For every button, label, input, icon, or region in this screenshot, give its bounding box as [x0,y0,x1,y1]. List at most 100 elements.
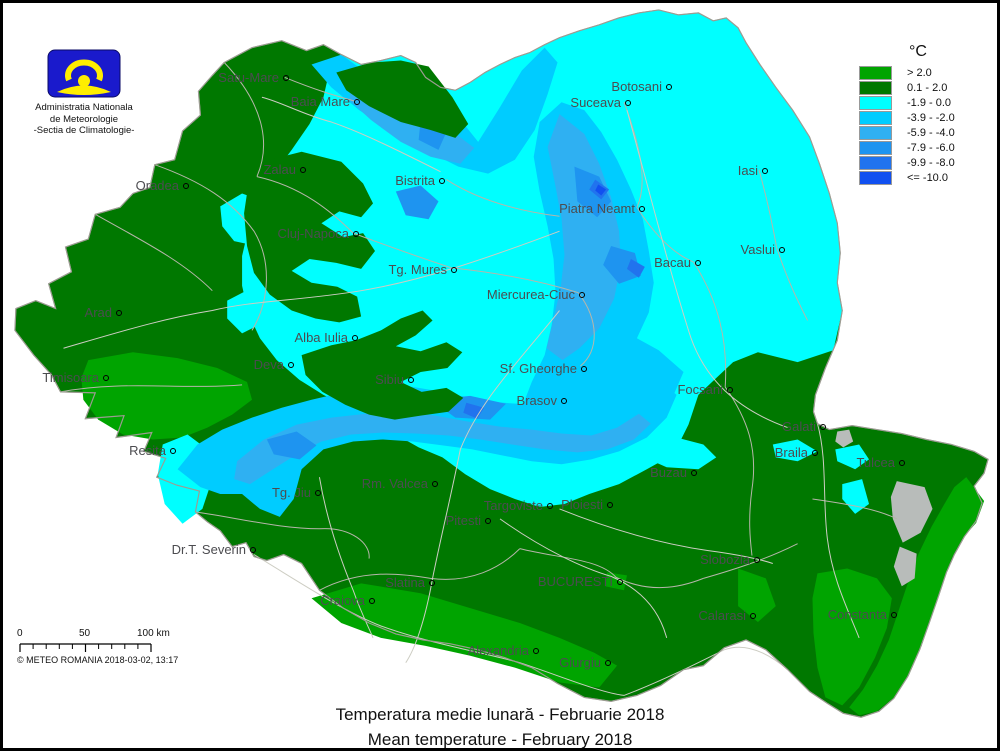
city-label: Focsani [677,382,723,397]
legend-row: -5.9 - -4.0 [859,125,955,140]
city-label: Vaslui [740,242,775,257]
city-marker-dot [408,377,414,383]
scale-tick-label-0: 0 [17,628,23,639]
city-marker-dot [727,387,733,393]
city-label: Sibiu [375,372,404,387]
city-marker-dot [283,75,289,81]
legend-unit-label: °C [909,43,927,60]
city-label: Alba Iulia [294,330,348,345]
legend-range-label: -3.9 - -2.0 [907,111,955,124]
city-marker-dot [581,366,587,372]
city-label: Pitesti [445,513,481,528]
city-marker-dot [288,362,294,368]
city-marker-dot [315,490,321,496]
city-marker-dot [605,660,611,666]
org-name-line3: -Sectia de Climatologie- [33,125,135,136]
city-label: Calarasi [698,608,746,623]
city-marker-dot [625,100,631,106]
city-label: Galati [782,419,816,434]
region-mountain-ridges [244,60,469,420]
legend-items: > 2.0 0.1 - 2.0 -1.9 - 0.0 -3.9 - -2.0 -5.9 … [859,65,955,185]
region-below-minus10c [595,184,607,196]
meteo-romania-logo-icon [47,49,121,98]
city-marker-dot [899,460,905,466]
city-label: Giurgiu [559,655,601,670]
city-marker-dot [812,450,818,456]
city-marker-dot [300,167,306,173]
legend-swatch [859,155,892,170]
legend-row: -1.9 - 0.0 [859,95,955,110]
legend-swatch [859,80,892,95]
city-label: Timisoara [42,370,99,385]
temperature-legend: °C > 2.0 0.1 - 2.0 -1.9 - 0.0 -3.9 - -2.0 -5… [859,43,955,185]
legend-swatch [859,95,892,110]
city-label: Constanta [827,607,887,622]
city-label: Ploiesti [561,497,603,512]
legend-swatch [859,125,892,140]
city-label: Arad [84,305,112,320]
city-marker-dot [352,335,358,341]
city-marker-dot [183,183,189,189]
city-label: Piatra Neamt [559,201,635,216]
city-marker-dot [750,613,756,619]
city-marker-dot [170,448,176,454]
city-label: Targoviste [483,498,543,513]
city-label: Slobozia [700,552,750,567]
legend-range-label: -1.9 - 0.0 [907,96,952,109]
city-marker-dot [451,267,457,273]
city-marker-dot [762,168,768,174]
city-marker-dot [691,470,697,476]
city-marker-dot [250,547,256,553]
map-title-ro: Temperatura medie lunară - Februarie 201… [335,705,665,724]
city-label: Alexandria [467,643,529,658]
romania-temperature-map [14,9,989,718]
legend-swatch [859,110,892,125]
city-label: Tg. Mures [388,262,447,277]
city-marker-dot [607,502,613,508]
county-boundaries [60,62,898,591]
legend-row: > 2.0 [859,65,955,80]
scale-tick-label-50: 50 [79,628,91,639]
city-marker-dot [369,598,375,604]
city-marker-dot [533,648,539,654]
city-label: Tulcea [856,455,895,470]
city-label: Buzau [650,465,687,480]
city-label: Iasi [737,163,758,178]
map-title-en: Mean temperature - February 2018 [367,730,633,749]
legend-swatch [859,65,892,80]
copyright-text: © METEO ROMANIA 2018-03-02, 13:17 [17,655,179,665]
legend-row: <= -10.0 [859,170,955,185]
city-marker-dot [779,247,785,253]
scale-bar-labels: 0 50 100 km [17,628,197,641]
city-label: Braila [774,445,808,460]
city-label: Suceava [570,95,621,110]
city-marker-dot [561,398,567,404]
scale-bar-ruler [19,643,152,652]
city-marker-dot [439,178,445,184]
legend-range-label: 0.1 - 2.0 [907,81,948,94]
legend-range-label: -7.9 - -6.0 [907,141,955,154]
city-marker-dot [579,292,585,298]
city-label: Dr.T. Severin [171,542,246,557]
city-label: Tg. Jiu [271,485,311,500]
org-name-line1: Administratia Nationala [35,102,133,113]
city-marker-dot [432,481,438,487]
legend-range-label: > 2.0 [907,66,932,79]
legend-range-label: -5.9 - -4.0 [907,126,955,139]
city-label: Baia Mare [290,94,350,109]
city-marker-dot [354,99,360,105]
scale-bar: 0 50 100 km © METEO ROMANIA 2018-03-02, … [17,628,197,665]
legend-row: -7.9 - -6.0 [859,140,955,155]
city-marker-dot [429,580,435,586]
city-marker-dot [891,612,897,618]
city-label: Resita [129,443,166,458]
city-label: Botosani [611,79,662,94]
city-label: Cluj-Napoca [277,226,349,241]
city-label: Miercurea-Ciuc [486,287,575,302]
city-marker-dot [617,579,623,585]
region-above-2c [81,352,985,716]
legend-row: -9.9 - -8.0 [859,155,955,170]
city-marker-dot [639,206,645,212]
city-marker-dot [547,503,553,509]
